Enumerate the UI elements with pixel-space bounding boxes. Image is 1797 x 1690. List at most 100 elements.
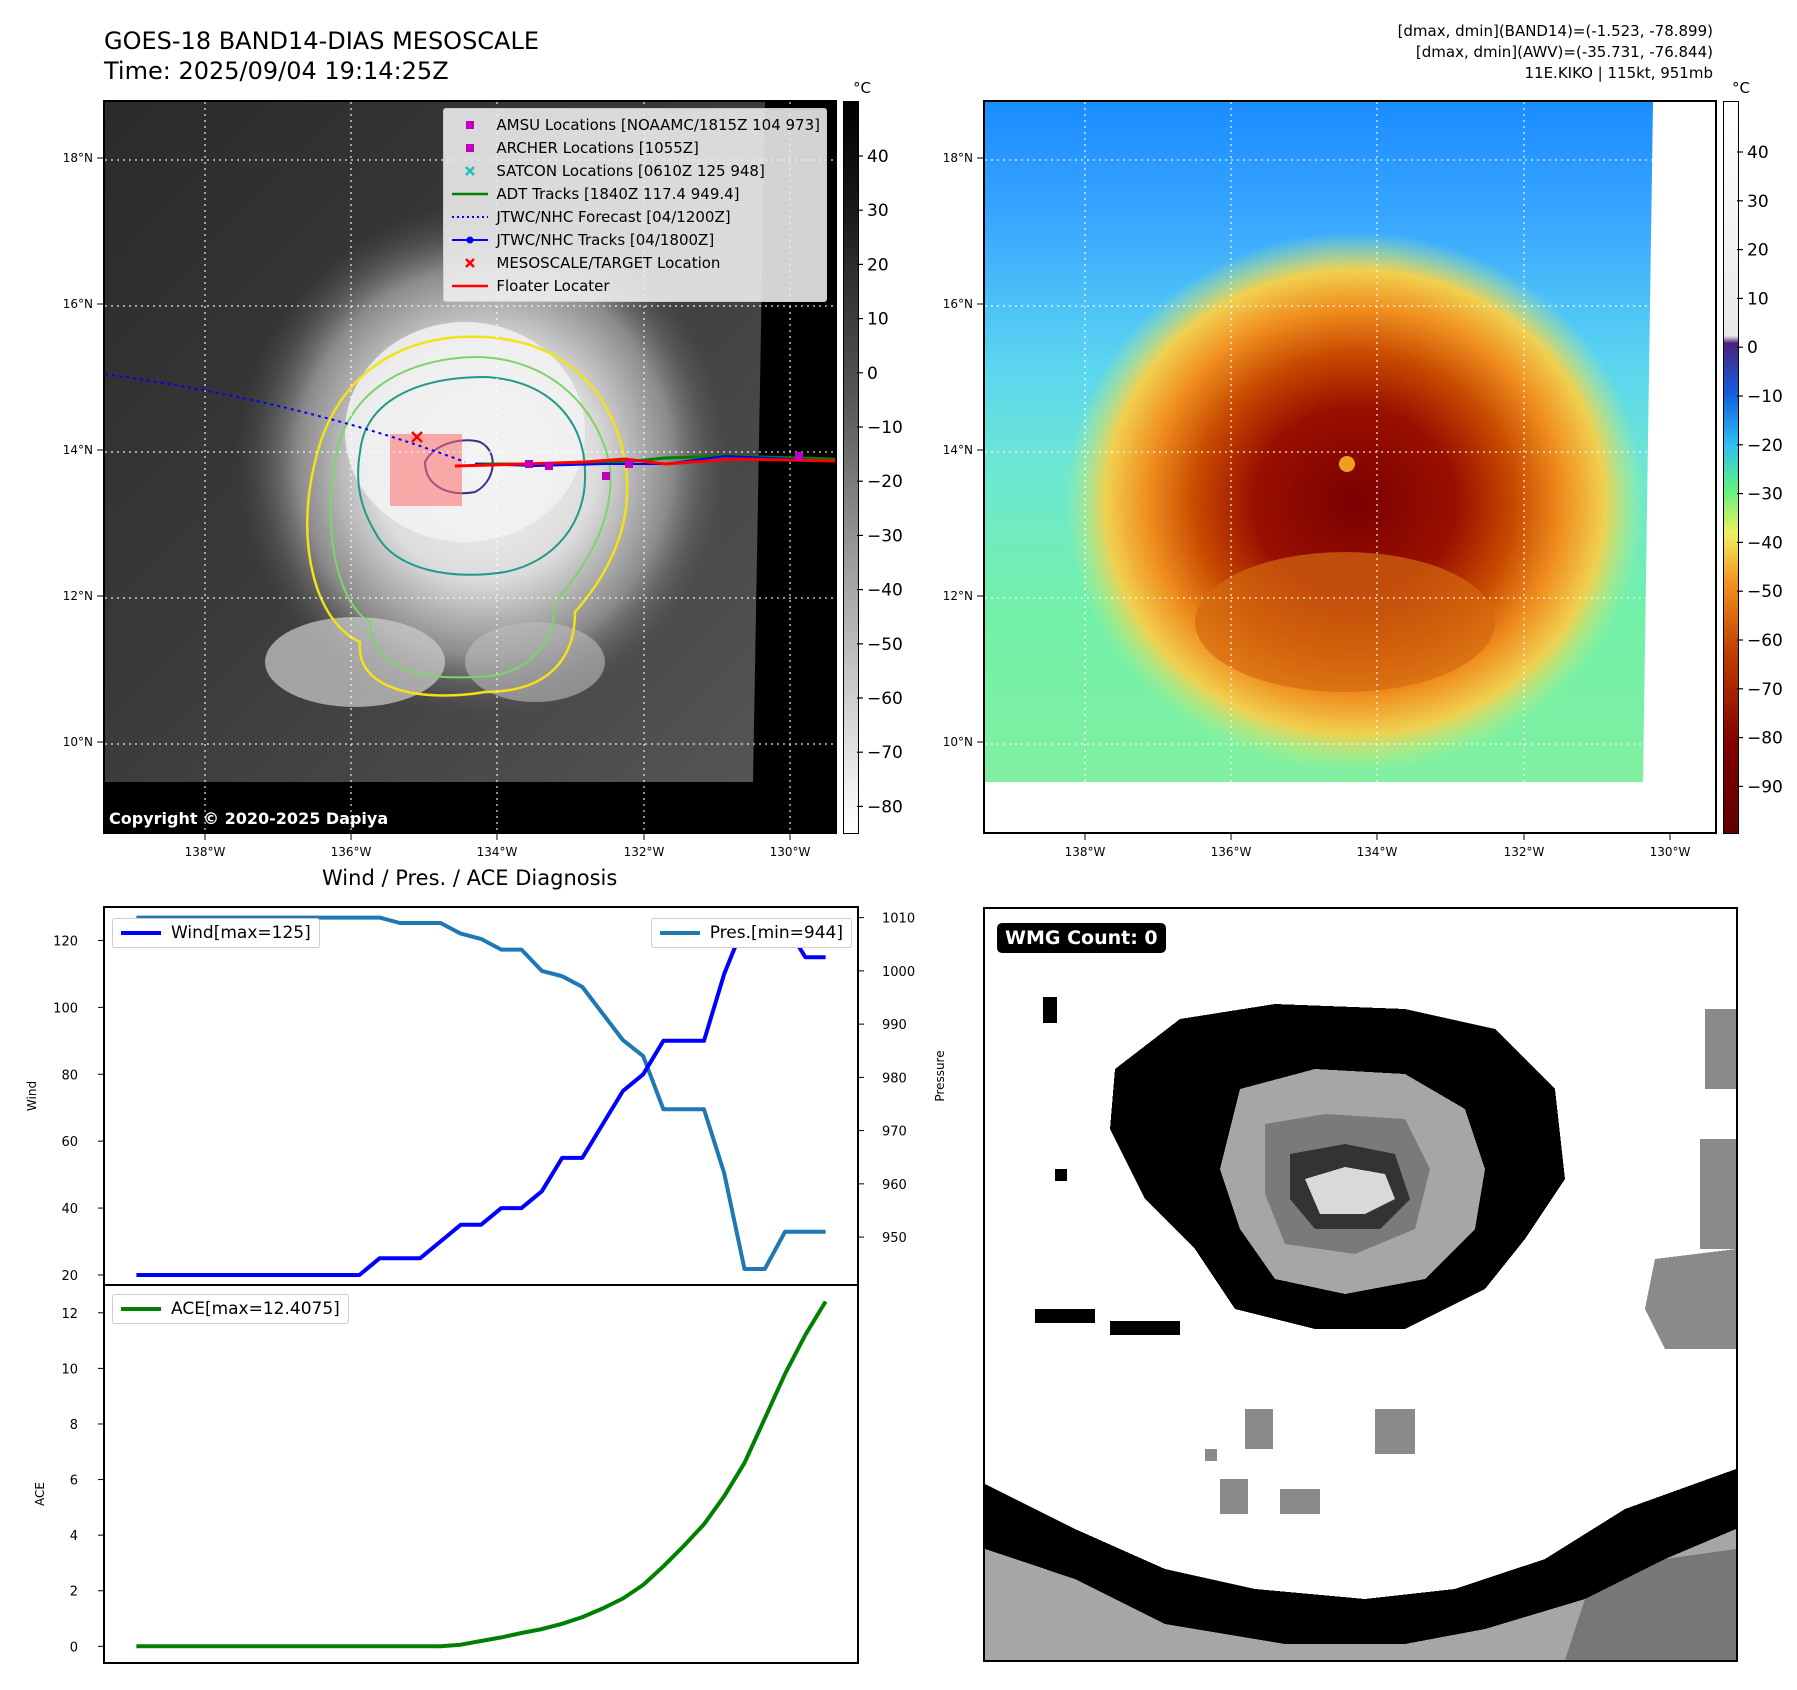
ace-axis-label: ACE bbox=[33, 1482, 47, 1506]
awv-map-panel bbox=[983, 100, 1717, 834]
ace-legend: ACE[max=12.4075] bbox=[112, 1294, 349, 1324]
colorbar-tick-label: −80 bbox=[1747, 729, 1783, 749]
lon-label: 138°W bbox=[185, 845, 226, 859]
pressure-tick-label: 990 bbox=[882, 1018, 907, 1033]
colorbar-tick-label: 30 bbox=[1747, 192, 1769, 212]
colorbar-tick: −90 bbox=[1737, 777, 1783, 797]
map-legend-item: MESOSCALE/TARGET Location bbox=[450, 251, 820, 274]
colorbar-tick-label: 40 bbox=[1747, 143, 1769, 163]
colorbar-tick-label: −10 bbox=[1747, 387, 1783, 407]
map-legend-item: AMSU Locations [NOAAMC/1815Z 104 973] bbox=[450, 113, 820, 136]
ace-series-line bbox=[136, 1300, 828, 1649]
storm-info: 11E.KIKO | 115kt, 951mb bbox=[1524, 64, 1713, 82]
colorbar-tick-label: −20 bbox=[1747, 436, 1783, 456]
legend-line-dot-icon bbox=[450, 232, 490, 248]
colorbar-tick-label: −50 bbox=[1747, 582, 1783, 602]
wind-tick-label: 40 bbox=[61, 1202, 78, 1217]
map-legend-label: ARCHER Locations [1055Z] bbox=[496, 138, 699, 157]
lon-label: 132°W bbox=[624, 845, 665, 859]
awv-colorbar-ticks: 40 30 20 10 0 −10 −20 −30 −40 −50 −60 −70 −80 −90 bbox=[1737, 143, 1783, 797]
map-legend-label: AMSU Locations [NOAAMC/1815Z 104 973] bbox=[496, 115, 820, 134]
lat-label: 16°N bbox=[63, 297, 93, 311]
stats-awv: [dmax, dmin](AWV)=(-35.731, -76.844) bbox=[1415, 43, 1713, 61]
colorbar-tick-label: −30 bbox=[867, 526, 903, 546]
colorbar-tick: −10 bbox=[857, 418, 903, 438]
colorbar-tick: −80 bbox=[857, 797, 903, 817]
map-legend-item: ADT Tracks [1840Z 117.4 949.4] bbox=[450, 182, 820, 205]
colorbar-tick: −20 bbox=[857, 472, 903, 492]
colorbar-tick-label: −90 bbox=[1747, 777, 1783, 797]
legend-x-icon bbox=[450, 255, 490, 271]
ace-tick-label: 0 bbox=[70, 1640, 78, 1655]
colorbar-tick-label: −60 bbox=[1747, 631, 1783, 651]
wind-legend-line bbox=[121, 931, 161, 935]
colorbar-tick: 20 bbox=[857, 255, 889, 275]
wmg-image bbox=[985, 997, 1736, 1660]
map-legend-label: MESOSCALE/TARGET Location bbox=[496, 253, 721, 272]
map-legend-label: JTWC/NHC Forecast [04/1200Z] bbox=[496, 207, 731, 226]
ir-map-panel: Copyright © 2020-2025 Dapiya AMSU Locati… bbox=[103, 100, 837, 834]
map-legend-label: JTWC/NHC Tracks [04/1800Z] bbox=[496, 230, 715, 249]
colorbar-tick-label: 40 bbox=[867, 147, 889, 167]
colorbar-tick: −70 bbox=[857, 743, 903, 763]
ace-tick-label: 8 bbox=[70, 1418, 78, 1433]
map-legend-item: JTWC/NHC Forecast [04/1200Z] bbox=[450, 205, 820, 228]
ir-colorbar-ticks: 40 30 20 10 0 −10 −20 −30 −40 −50 −60 −70 −80 bbox=[857, 147, 903, 817]
map-legend-item: SATCON Locations [0610Z 125 948] bbox=[450, 159, 820, 182]
lon-label: 136°W bbox=[1211, 845, 1252, 859]
pressure-tick-label: 970 bbox=[882, 1125, 907, 1140]
ace-legend-label: ACE[max=12.4075] bbox=[171, 1299, 340, 1319]
map-legend-item: JTWC/NHC Tracks [04/1800Z] bbox=[450, 228, 820, 251]
legend-x-icon bbox=[450, 163, 490, 179]
lon-label: 132°W bbox=[1504, 845, 1545, 859]
wind-pressure-axes-frame bbox=[103, 906, 859, 1286]
colorbar-tick: 0 bbox=[1737, 338, 1758, 358]
wind-tick-label: 80 bbox=[61, 1068, 78, 1083]
colorbar-tick-label: 20 bbox=[1747, 241, 1769, 261]
diagnosis-title: Wind / Pres. / ACE Diagnosis bbox=[322, 866, 618, 890]
legend-dotted-icon bbox=[450, 209, 490, 225]
wind-tick-label: 60 bbox=[61, 1135, 78, 1150]
colorbar-tick-label: 0 bbox=[867, 364, 878, 384]
colorbar-tick-label: −70 bbox=[867, 743, 903, 763]
figure-title: GOES-18 BAND14-DIAS MESOSCALE bbox=[104, 27, 540, 55]
lat-label: 10°N bbox=[943, 735, 973, 749]
lon-label: 136°W bbox=[331, 845, 372, 859]
colorbar-tick: −70 bbox=[1737, 680, 1783, 700]
legend-line-icon bbox=[450, 186, 490, 202]
colorbar-tick-label: −10 bbox=[867, 418, 903, 438]
colorbar-tick: −30 bbox=[857, 526, 903, 546]
colorbar-tick: 30 bbox=[857, 201, 889, 221]
ir-colorbar bbox=[843, 101, 859, 834]
copyright-notice: Copyright © 2020-2025 Dapiya bbox=[109, 809, 389, 828]
ace-legend-line bbox=[121, 1307, 161, 1311]
map-legend-item: Floater Locater bbox=[450, 274, 820, 297]
pressure-legend-line bbox=[659, 931, 700, 935]
wind-legend-label: Wind[max=125] bbox=[171, 923, 311, 943]
ace-tick-label: 2 bbox=[70, 1585, 78, 1600]
wind-axis-label: Wind bbox=[25, 1081, 39, 1111]
pressure-tick-label: 960 bbox=[882, 1178, 907, 1193]
colorbar-tick: −80 bbox=[1737, 729, 1783, 749]
colorbar-tick: 40 bbox=[857, 147, 889, 167]
lat-label: 10°N bbox=[63, 735, 93, 749]
awv-map-image bbox=[985, 102, 1715, 832]
legend-square-icon bbox=[450, 140, 490, 156]
colorbar-tick-label: −60 bbox=[867, 689, 903, 709]
colorbar-tick-label: 10 bbox=[1747, 289, 1769, 309]
colorbar-tick-label: −70 bbox=[1747, 680, 1783, 700]
wmg-count-badge: WMG Count: 0 bbox=[997, 923, 1166, 953]
colorbar-tick: 40 bbox=[1737, 143, 1769, 163]
pressure-tick-label: 1000 bbox=[882, 965, 915, 980]
map-legend-label: Floater Locater bbox=[496, 276, 610, 295]
lat-label: 14°N bbox=[943, 443, 973, 457]
lat-label: 14°N bbox=[63, 443, 93, 457]
wind-tick-label: 120 bbox=[53, 934, 78, 949]
colorbar-tick-label: 0 bbox=[1747, 338, 1758, 358]
legend-line-icon bbox=[450, 278, 490, 294]
ace-tick-label: 10 bbox=[61, 1362, 78, 1377]
colorbar-tick: −40 bbox=[857, 581, 903, 601]
colorbar-tick: −40 bbox=[1737, 533, 1783, 553]
awv-colorbar-unit: °C bbox=[1732, 79, 1750, 97]
legend-square-icon bbox=[450, 117, 490, 133]
